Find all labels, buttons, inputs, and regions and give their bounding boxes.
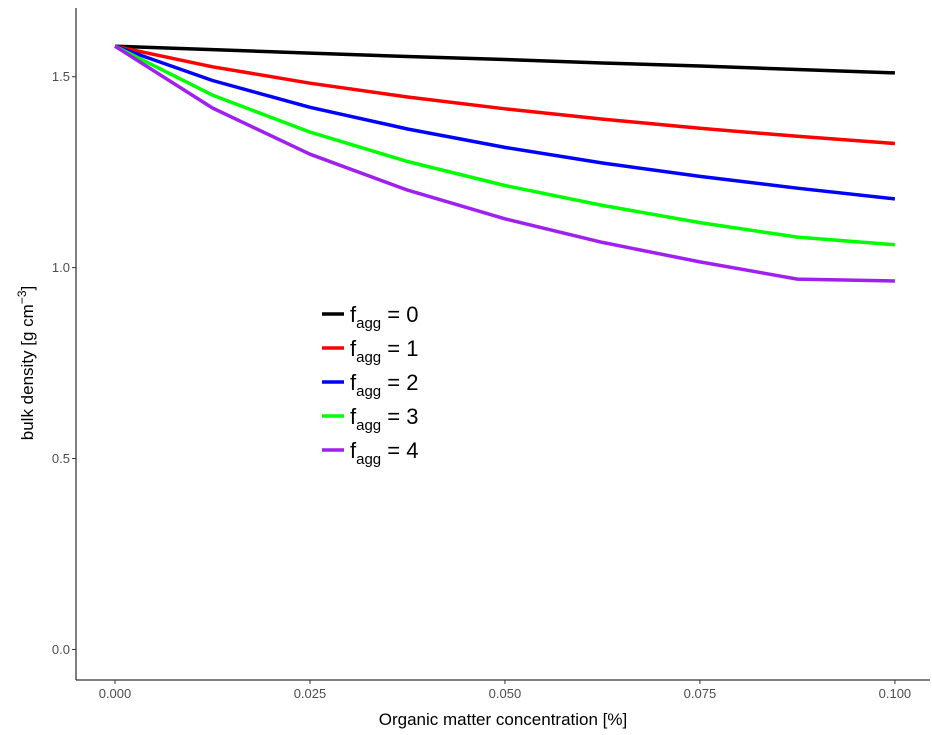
legend-label-4: fagg = 4 (350, 438, 418, 468)
y-tick-label: 0.5 (52, 451, 70, 466)
y-axis-title-main: bulk density [g cm (18, 304, 37, 440)
y-tick-label: 1.0 (52, 260, 70, 275)
legend-label-2: fagg = 2 (350, 370, 418, 400)
x-axis-title: Organic matter concentration [%] (379, 710, 628, 729)
series-line-3 (114, 44, 896, 247)
legend-label-0: fagg = 0 (350, 302, 418, 332)
y-axis-title-superscript: −3 (15, 290, 29, 304)
series-line-4 (114, 44, 895, 283)
y-axis-title: bulk density [g cm−3] (15, 286, 37, 440)
series-line-1 (114, 44, 896, 146)
y-axis-title-close: ] (18, 286, 37, 291)
axes (75, 8, 930, 681)
x-tick-label: 0.050 (489, 686, 522, 701)
legend: fagg = 0 fagg = 1 fagg = 2 fagg = 3 fagg = 4 (322, 302, 418, 468)
x-tick-label: 0.000 (99, 686, 132, 701)
x-tick-label: 0.075 (684, 686, 717, 701)
y-axis-ticks: 0.0 0.5 1.0 1.5 (52, 69, 76, 657)
y-tick-label: 0.0 (52, 642, 70, 657)
legend-label-1: fagg = 1 (350, 336, 418, 366)
series-lines (114, 44, 896, 283)
x-tick-label: 0.025 (294, 686, 327, 701)
x-tick-label: 0.100 (879, 686, 912, 701)
series-line-2 (114, 44, 896, 201)
x-axis-ticks: 0.000 0.025 0.050 0.075 0.100 (99, 680, 911, 701)
series-line-0 (114, 44, 895, 75)
y-tick-label: 1.5 (52, 69, 70, 84)
legend-label-3: fagg = 3 (350, 404, 418, 434)
